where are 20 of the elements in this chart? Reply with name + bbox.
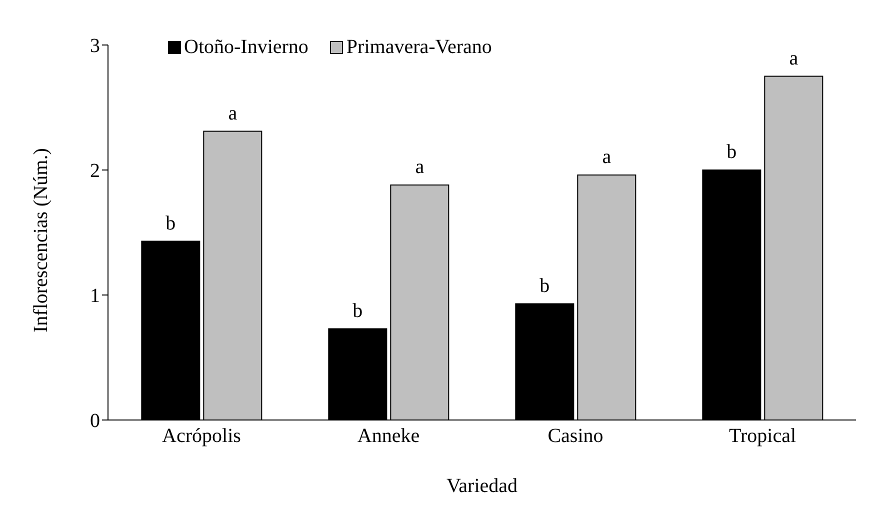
data-label: b (166, 212, 176, 234)
data-label: a (602, 146, 612, 168)
legend-label: Primavera-Verano (345, 36, 492, 59)
data-label: a (415, 156, 424, 178)
x-axis-title: Variedad (446, 475, 518, 497)
y-axis-title: Inflorescencias (Núm.) (30, 148, 52, 332)
y-tick-label: 1 (90, 285, 100, 308)
data-label: a (228, 102, 238, 124)
legend-label: Otoño-Invierno (183, 36, 308, 59)
x-tick-label: Tropical (728, 425, 796, 448)
data-label: b (726, 141, 737, 163)
x-tick-label: Acrópolis (162, 425, 242, 448)
y-tick-label: 3 (90, 35, 100, 58)
data-label: a (789, 47, 798, 70)
x-tick-label: Casino (548, 425, 604, 448)
data-label: b (352, 300, 363, 322)
data-label: b (540, 274, 550, 297)
y-tick-label: 0 (90, 410, 100, 432)
x-tick-label: Anneke (357, 425, 420, 448)
y-tick-label: 2 (90, 160, 100, 182)
